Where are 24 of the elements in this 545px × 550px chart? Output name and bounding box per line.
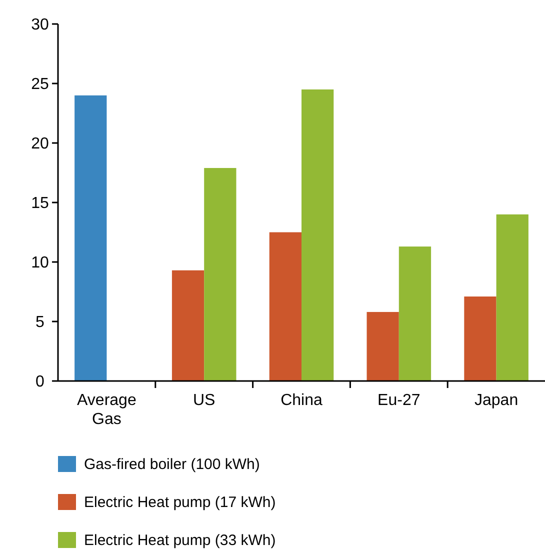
bar (204, 168, 236, 381)
x-tick-label: Average Gas (77, 392, 136, 428)
x-tick-label: Japan (474, 392, 518, 409)
y-tick-label: 5 (36, 314, 45, 332)
legend-label: Gas-fired boiler (100 kWh) (84, 456, 260, 473)
bar (269, 232, 302, 381)
y-tick-label: 25 (31, 76, 49, 94)
bar (366, 312, 399, 381)
bar (74, 95, 107, 381)
x-tick-label: China (280, 392, 322, 409)
y-tick-label: 15 (31, 195, 49, 212)
bar (172, 270, 204, 381)
bar (302, 89, 334, 381)
y-tick-label: 20 (31, 136, 49, 153)
bar (398, 246, 432, 381)
x-tick-label: Eu-27 (378, 392, 420, 409)
y-tick-label: 10 (31, 254, 49, 272)
y-tick-label: 30 (31, 16, 49, 34)
bar (464, 296, 496, 381)
bar (496, 214, 528, 381)
legend-label: Electric Heat pump (17 kWh) (84, 494, 276, 511)
legend-label: Electric Heat pump (33 kWh) (84, 532, 276, 549)
y-tick-label: 0 (36, 374, 45, 391)
x-tick-label: US (192, 392, 216, 409)
